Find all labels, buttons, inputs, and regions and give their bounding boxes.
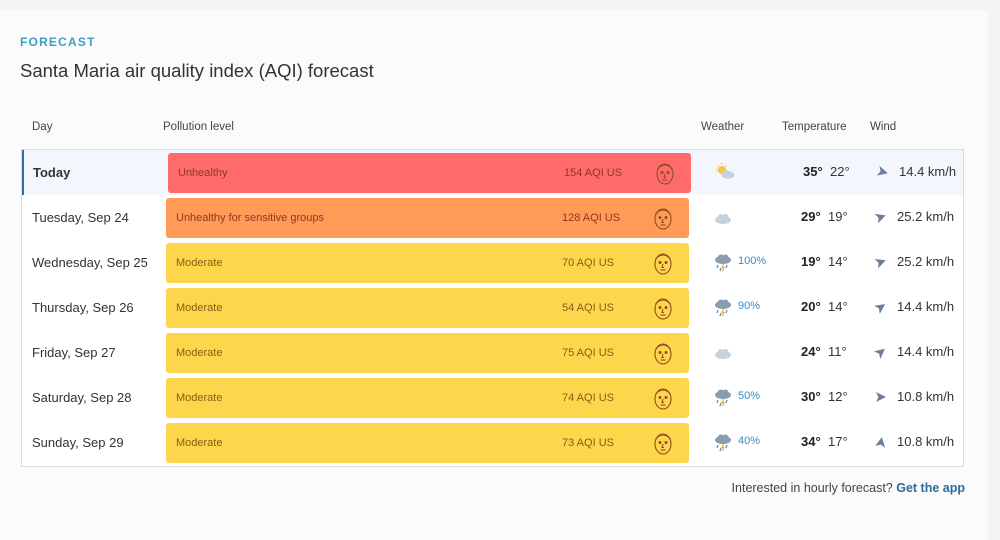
column-header-temperature: Temperature [782, 121, 847, 133]
temperature-low: 19° [828, 209, 848, 224]
wind-speed: 14.4 km/h [897, 344, 955, 359]
temperature-low: 14° [828, 299, 848, 314]
wind-direction-icon [872, 208, 890, 226]
aqi-value: 54 AQI US [562, 302, 614, 314]
precipitation-chance: 100% [738, 255, 767, 267]
pollution-level-label: Unhealthy [178, 167, 228, 179]
temperature-low: 17° [828, 434, 848, 449]
storm-icon [712, 386, 734, 408]
storm-icon [712, 431, 734, 453]
wind-speed: 25.2 km/h [897, 254, 955, 269]
wind-direction-icon [873, 434, 889, 450]
temperature-high: 20° [801, 299, 821, 314]
temperature-low: 11° [828, 344, 847, 359]
wind-direction-icon [871, 342, 891, 362]
temperature-high: 19° [801, 254, 821, 269]
day-label: Wednesday, Sep 25 [32, 255, 148, 270]
pollution-bar: Moderate 70 AQI US [166, 243, 689, 283]
pollution-bar: Moderate 74 AQI US [166, 378, 689, 418]
forecast-row: Today Unhealthy 154 AQI US 35° 22° 14.4 km/h [22, 150, 963, 195]
temperature-high: 35° [803, 164, 823, 179]
pollution-bar: Moderate 73 AQI US [166, 423, 689, 463]
precipitation-chance: 50% [738, 390, 761, 402]
aqi-value: 128 AQI US [562, 212, 621, 224]
pollution-level-label: Moderate [176, 302, 223, 314]
wind-speed: 14.4 km/h [897, 299, 955, 314]
aqi-value: 70 AQI US [562, 257, 614, 269]
column-header-wind: Wind [870, 121, 897, 133]
day-label: Friday, Sep 27 [32, 345, 116, 360]
precipitation-chance: 90% [738, 300, 761, 312]
aqi-value: 73 AQI US [562, 437, 614, 449]
pollution-level-label: Moderate [176, 437, 223, 449]
wind-direction-icon [874, 163, 891, 180]
forecast-row: Sunday, Sep 29 Moderate 73 AQI US 40% 34° 17°… [22, 420, 963, 465]
section-eyebrow: FORECAST [20, 35, 96, 49]
wind-direction-icon [871, 297, 890, 316]
pollution-level-label: Moderate [176, 257, 223, 269]
aqi-value: 75 AQI US [562, 347, 614, 359]
get-the-app-link[interactable]: Get the app [896, 481, 965, 495]
pollution-bar: Unhealthy 154 AQI US [168, 153, 691, 193]
aqi-value: 154 AQI US [564, 167, 623, 179]
face-icon [653, 160, 677, 186]
pollution-level-label: Moderate [176, 347, 223, 359]
day-label: Sunday, Sep 29 [32, 435, 124, 450]
pollution-bar: Unhealthy for sensitive groups 128 AQI US [166, 198, 689, 238]
temperature-low: 22° [830, 164, 850, 179]
forecast-row: Wednesday, Sep 25 Moderate 70 AQI US 100% 19… [22, 240, 963, 285]
temperature-low: 12° [828, 389, 848, 404]
temperature-high: 24° [801, 344, 821, 359]
day-label: Today [33, 165, 71, 180]
pollution-bar: Moderate 54 AQI US [166, 288, 689, 328]
cloud-icon [712, 341, 734, 363]
wind-direction-icon [874, 390, 888, 404]
pollution-level-label: Moderate [176, 392, 223, 404]
face-icon [651, 205, 675, 231]
forecast-row: Tuesday, Sep 24 Unhealthy for sensitive g… [22, 195, 963, 240]
temperature-low: 14° [828, 254, 848, 269]
column-header-pollution: Pollution level [163, 121, 234, 133]
sun-cloud-icon [714, 161, 736, 183]
pollution-bar: Moderate 75 AQI US [166, 333, 689, 373]
temperature-high: 30° [801, 389, 821, 404]
day-label: Tuesday, Sep 24 [32, 210, 129, 225]
storm-icon [712, 251, 734, 273]
face-icon [651, 250, 675, 276]
wind-speed: 14.4 km/h [899, 164, 957, 179]
storm-icon [712, 296, 734, 318]
face-icon [651, 340, 675, 366]
forecast-table: Today Unhealthy 154 AQI US 35° 22° 14.4 km/h T… [21, 149, 964, 467]
day-label: Thursday, Sep 26 [32, 300, 134, 315]
face-icon [651, 295, 675, 321]
temperature-high: 34° [801, 434, 821, 449]
forecast-row: Thursday, Sep 26 Moderate 54 AQI US 90% 20° 1… [22, 285, 963, 330]
wind-speed: 10.8 km/h [897, 434, 955, 449]
day-label: Saturday, Sep 28 [32, 390, 132, 405]
cloud-icon [712, 206, 734, 228]
temperature-high: 29° [801, 209, 821, 224]
footer-text: Interested in hourly forecast? [731, 481, 893, 495]
face-icon [651, 385, 675, 411]
page-title: Santa Maria air quality index (AQI) fore… [20, 60, 374, 81]
aqi-value: 74 AQI US [562, 392, 614, 404]
hourly-forecast-footer: Interested in hourly forecast? Get the a… [732, 481, 965, 495]
wind-speed: 25.2 km/h [897, 209, 955, 224]
forecast-row: Saturday, Sep 28 Moderate 74 AQI US 50% 30° 1… [22, 375, 963, 420]
precipitation-chance: 40% [738, 435, 761, 447]
face-icon [651, 430, 675, 456]
column-header-weather: Weather [701, 121, 745, 133]
wind-direction-icon [872, 253, 890, 271]
pollution-level-label: Unhealthy for sensitive groups [176, 212, 324, 224]
forecast-row: Friday, Sep 27 Moderate 75 AQI US 24° 11° 14.… [22, 330, 963, 375]
wind-speed: 10.8 km/h [897, 389, 955, 404]
column-header-day: Day [32, 121, 53, 133]
